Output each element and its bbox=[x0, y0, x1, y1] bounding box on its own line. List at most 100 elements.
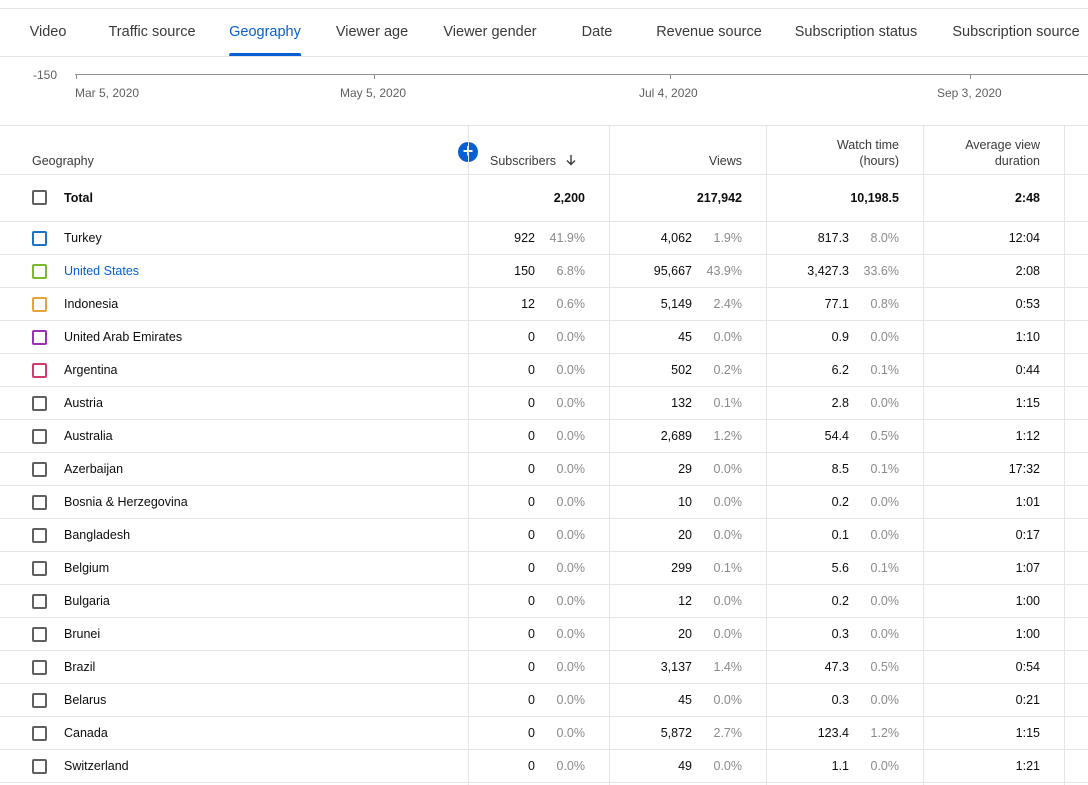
subscribers-percent: 0.0% bbox=[556, 660, 586, 674]
subscribers-value: 12 bbox=[521, 297, 535, 311]
subscribers-value: 0 bbox=[528, 528, 535, 542]
subscribers-percent: 0.0% bbox=[556, 627, 586, 641]
tab-date[interactable]: Date bbox=[581, 24, 613, 40]
watch-time-value: 5.6 bbox=[831, 561, 849, 575]
views-value: 29 bbox=[678, 462, 692, 476]
tab-subscription-source[interactable]: Subscription source bbox=[952, 24, 1080, 40]
subscribers-percent: 0.0% bbox=[556, 429, 586, 443]
table-row: Azerbaijan 0 0.0% 29 0.0% 8.5 0.1% 17:32 bbox=[0, 453, 1088, 486]
country-name[interactable]: United States bbox=[64, 264, 140, 278]
views-value: 4,062 bbox=[660, 231, 692, 245]
row-checkbox[interactable] bbox=[32, 528, 47, 543]
row-checkbox[interactable] bbox=[32, 726, 47, 741]
row-checkbox[interactable] bbox=[32, 660, 47, 675]
watch-time-value: 47.3 bbox=[824, 660, 849, 674]
x-tick-mark bbox=[374, 74, 375, 79]
tab-viewer-age[interactable]: Viewer age bbox=[335, 24, 409, 40]
views-value: 20 bbox=[678, 627, 692, 641]
column-divider bbox=[609, 125, 610, 785]
views-percent: 1.9% bbox=[713, 231, 743, 245]
x-axis-tick: Sep 3, 2020 bbox=[937, 86, 1002, 100]
tab-video[interactable]: Video bbox=[29, 24, 67, 40]
views-value: 20 bbox=[678, 528, 692, 542]
average-view-duration-value: 0:44 bbox=[1015, 363, 1040, 377]
row-checkbox[interactable] bbox=[32, 429, 47, 444]
watch-time-value: 54.4 bbox=[824, 429, 849, 443]
average-view-duration-value: 0:54 bbox=[1015, 660, 1040, 674]
tab-revenue-source[interactable]: Revenue source bbox=[656, 24, 762, 40]
subscribers-value: 0 bbox=[528, 660, 535, 674]
views-percent: 0.1% bbox=[713, 396, 743, 410]
subscribers-value: 922 bbox=[514, 231, 535, 245]
row-checkbox[interactable] bbox=[32, 561, 47, 576]
row-checkbox[interactable] bbox=[32, 627, 47, 642]
row-checkbox[interactable] bbox=[32, 363, 47, 378]
subscribers-percent: 0.0% bbox=[556, 693, 586, 707]
views-value: 299 bbox=[671, 561, 692, 575]
x-tick-mark bbox=[670, 74, 671, 79]
subscribers-percent: 0.0% bbox=[556, 561, 586, 575]
watch-time-percent: 8.0% bbox=[870, 231, 900, 245]
watch-time-percent: 0.0% bbox=[870, 594, 900, 608]
views-value: 132 bbox=[671, 396, 692, 410]
x-axis-line bbox=[75, 74, 1088, 75]
country-name: Bulgaria bbox=[64, 594, 110, 608]
subscribers-value: 0 bbox=[528, 594, 535, 608]
watch-time-value: 1.1 bbox=[831, 759, 849, 773]
table-row: Brazil 0 0.0% 3,137 1.4% 47.3 0.5% 0:54 bbox=[0, 651, 1088, 684]
row-checkbox[interactable] bbox=[32, 264, 47, 279]
subscribers-percent: 0.0% bbox=[556, 759, 586, 773]
total-checkbox[interactable] bbox=[32, 190, 47, 205]
tab-viewer-gender[interactable]: Viewer gender bbox=[443, 24, 537, 40]
country-name: Bangladesh bbox=[64, 528, 131, 542]
average-view-duration-value: 12:04 bbox=[1008, 231, 1040, 245]
subscribers-value: 0 bbox=[528, 759, 535, 773]
header-geography[interactable]: Geography bbox=[32, 154, 94, 168]
column-divider bbox=[766, 125, 767, 785]
average-view-duration-value: 1:12 bbox=[1015, 429, 1040, 443]
header-average-view-duration[interactable]: Average view duration bbox=[965, 137, 1040, 169]
row-checkbox[interactable] bbox=[32, 462, 47, 477]
row-checkbox[interactable] bbox=[32, 759, 47, 774]
row-checkbox[interactable] bbox=[32, 297, 47, 312]
tab-traffic-source[interactable]: Traffic source bbox=[108, 24, 196, 40]
row-checkbox[interactable] bbox=[32, 495, 47, 510]
plus-icon: + bbox=[463, 141, 474, 161]
watch-time-value: 0.2 bbox=[831, 495, 849, 509]
tab-geography[interactable]: Geography bbox=[229, 9, 301, 56]
row-checkbox[interactable] bbox=[32, 396, 47, 411]
header-views[interactable]: Views bbox=[708, 154, 742, 168]
views-percent: 0.0% bbox=[713, 528, 743, 542]
arrow-down-icon bbox=[566, 155, 576, 166]
country-name: United Arab Emirates bbox=[64, 330, 183, 344]
watch-time-percent: 0.0% bbox=[870, 759, 900, 773]
views-percent: 0.0% bbox=[713, 627, 743, 641]
header-subscribers[interactable]: Subscribers bbox=[490, 153, 577, 169]
tab-subscription-status[interactable]: Subscription status bbox=[794, 24, 918, 40]
views-value: 10 bbox=[678, 495, 692, 509]
subscribers-percent: 0.0% bbox=[556, 528, 586, 542]
subscribers-value: 0 bbox=[528, 495, 535, 509]
average-view-duration-value: 1:00 bbox=[1015, 627, 1040, 641]
views-percent: 0.0% bbox=[713, 462, 743, 476]
watch-time-value: 3,427.3 bbox=[807, 264, 849, 278]
row-checkbox[interactable] bbox=[32, 231, 47, 246]
watch-time-value: 0.2 bbox=[831, 594, 849, 608]
views-value: 502 bbox=[671, 363, 692, 377]
header-avd-line1: Average view bbox=[965, 138, 1040, 152]
row-checkbox[interactable] bbox=[32, 594, 47, 609]
watch-time-value: 0.3 bbox=[831, 627, 849, 641]
table-row: Turkey 922 41.9% 4,062 1.9% 817.3 8.0% 12:04 bbox=[0, 222, 1088, 255]
subscribers-value: 0 bbox=[528, 429, 535, 443]
views-value: 5,149 bbox=[660, 297, 692, 311]
watch-time-value: 817.3 bbox=[817, 231, 849, 245]
average-view-duration-value: 0:17 bbox=[1015, 528, 1040, 542]
country-name: Brunei bbox=[64, 627, 101, 641]
row-checkbox[interactable] bbox=[32, 330, 47, 345]
watch-time-value: 8.5 bbox=[831, 462, 849, 476]
table-header: Geography + Subscribers Views Watch time… bbox=[0, 125, 1088, 175]
watch-time-percent: 0.8% bbox=[870, 297, 900, 311]
watch-time-percent: 33.6% bbox=[863, 264, 899, 278]
header-watch-time[interactable]: Watch time (hours) bbox=[837, 137, 899, 169]
row-checkbox[interactable] bbox=[32, 693, 47, 708]
